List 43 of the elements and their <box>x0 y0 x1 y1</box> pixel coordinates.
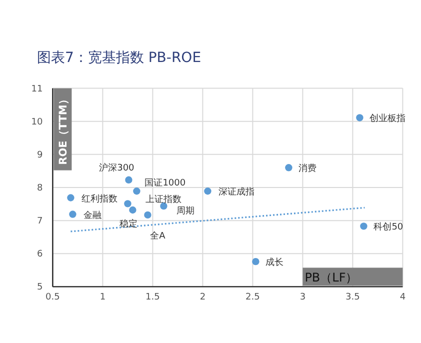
annotation: 全A <box>150 230 166 242</box>
point <box>285 164 292 172</box>
point <box>356 114 364 122</box>
y-tick-label: 9 <box>36 150 43 160</box>
chart-title: 图表7：宽基指数 PB-ROE <box>37 50 202 66</box>
x-tick-label: 1 <box>100 292 106 303</box>
x-tick-label: 2.5 <box>246 292 260 303</box>
y-tick-label: 11 <box>31 84 43 94</box>
x-tick-label: 0.5 <box>46 292 60 303</box>
point <box>252 258 260 266</box>
point <box>125 176 132 184</box>
annotation: 成长 <box>266 257 284 268</box>
annotation: 红利指数 <box>82 193 118 204</box>
point <box>204 188 212 195</box>
y-tick-label: 5 <box>36 282 43 293</box>
point <box>144 211 152 219</box>
annotation: 深证成指 <box>218 186 255 198</box>
point <box>67 194 74 202</box>
annotation: 稳定 <box>120 218 138 230</box>
x-tick-label: 4 <box>400 292 406 303</box>
y-tick-label: 8 <box>36 184 43 194</box>
y-tick-label: 7 <box>36 216 43 227</box>
y-tick-label: 10 <box>31 117 43 128</box>
point <box>133 188 140 195</box>
point <box>360 222 368 230</box>
x-tick-label: 1.5 <box>146 292 160 303</box>
annotation: 金融 <box>84 210 102 221</box>
annotation: 消费 <box>298 163 317 174</box>
point <box>124 200 132 208</box>
point <box>69 210 76 218</box>
point <box>129 206 136 214</box>
annotation: 国证1000 <box>144 178 186 189</box>
y-axis-title: ROE（TTM） <box>58 94 70 165</box>
x-tick-label: 2 <box>200 292 206 303</box>
annotation: 沪深300 <box>99 162 135 174</box>
annotation: 科创50 <box>374 222 404 233</box>
annotation: 上证指数 <box>146 194 182 206</box>
y-tick-label: 6 <box>36 250 43 260</box>
annotation: 创业板指 <box>370 113 406 124</box>
x-tick-label: 3 <box>300 292 306 303</box>
x-tick-label: 3.5 <box>346 292 360 303</box>
x-axis-title: PB（LF） <box>304 270 358 285</box>
annotation: 周期 <box>176 206 195 217</box>
